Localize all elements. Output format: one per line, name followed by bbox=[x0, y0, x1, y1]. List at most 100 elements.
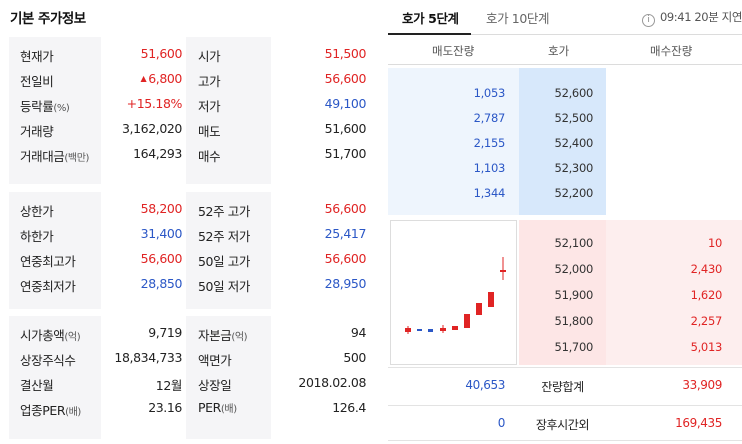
ask-volume: 2,787 bbox=[473, 111, 506, 125]
value: ▲ 6,800 bbox=[140, 71, 182, 86]
candle-body bbox=[452, 326, 458, 330]
value-text: 18,834,733 bbox=[114, 350, 182, 365]
header-buy-volume: 매수잔량 bbox=[650, 44, 693, 58]
label: 52주 고가 bbox=[198, 201, 250, 220]
active-tab-indicator bbox=[388, 33, 471, 35]
bid-row[interactable]: 52,000 2,430 bbox=[388, 258, 742, 283]
label: PER(배) bbox=[198, 400, 237, 415]
label-text: 연중최저가 bbox=[20, 279, 76, 294]
value-text: 56,600 bbox=[140, 251, 183, 266]
label-text: 상한가 bbox=[20, 204, 54, 219]
value: 9,719 bbox=[148, 325, 182, 340]
bid-row[interactable]: 52,100 10 bbox=[388, 232, 742, 257]
label-text: 연중최고가 bbox=[20, 254, 76, 269]
after-hours-row: 0 장후시간외 169,435 bbox=[388, 405, 742, 441]
value: 164,293 bbox=[133, 146, 182, 161]
label-text: 저가 bbox=[198, 99, 221, 114]
value-text: 23.16 bbox=[148, 400, 182, 415]
value: 2018.02.08 bbox=[298, 375, 366, 390]
value-text: 51,600 bbox=[140, 46, 183, 61]
total-remaining-row: 40,653 잔량합계 33,909 bbox=[388, 367, 742, 404]
label: 시가총액(억) bbox=[20, 325, 81, 344]
range-section: 상한가 58,200 52주 고가 56,600 하한가 31,400 52주 저가 25,4… bbox=[9, 192, 369, 309]
value-column-1 bbox=[101, 316, 186, 439]
bid-volume: 10 bbox=[707, 236, 722, 250]
ask-row[interactable]: 2,787 52,500 bbox=[388, 107, 742, 132]
info-row: 연중최저가 28,850 50일 저가 28,950 bbox=[9, 272, 369, 297]
label: 액면가 bbox=[198, 350, 232, 369]
label: 연중최저가 bbox=[20, 276, 76, 295]
bid-price: 52,000 bbox=[554, 262, 594, 276]
candle-body bbox=[428, 329, 433, 332]
candle-body bbox=[476, 303, 482, 315]
header-sell-volume: 매도잔량 bbox=[432, 44, 475, 58]
value: 56,600 bbox=[324, 71, 367, 86]
label-text: 현재가 bbox=[20, 49, 54, 64]
label: 상한가 bbox=[20, 201, 54, 220]
ask-row[interactable]: 2,155 52,400 bbox=[388, 132, 742, 157]
value: 12월 bbox=[156, 375, 183, 394]
label-text: 거래량 bbox=[20, 124, 54, 139]
label-text: 업종PER bbox=[20, 403, 66, 418]
header-price: 호가 bbox=[548, 44, 570, 58]
value: 58,200 bbox=[141, 201, 183, 216]
label-text: 하한가 bbox=[20, 229, 54, 244]
value-column-1 bbox=[101, 192, 186, 309]
label-text: 액면가 bbox=[198, 353, 232, 368]
info-icon[interactable]: i bbox=[641, 14, 655, 27]
ask-row[interactable]: 1,103 52,300 bbox=[388, 157, 742, 182]
total-buy-volume: 33,909 bbox=[682, 378, 722, 392]
tab-5-levels[interactable]: 호가 5단계 bbox=[402, 11, 459, 26]
orderbook-tabs: 호가 5단계 호가 10단계 i 09:41 20분 지연 bbox=[388, 0, 742, 35]
label: 하한가 bbox=[20, 226, 54, 245]
value: 51,600 bbox=[324, 121, 367, 136]
bid-row[interactable]: 51,700 5,013 bbox=[388, 336, 742, 361]
label-text: 50일 고가 bbox=[198, 254, 250, 269]
bid-row[interactable]: 51,800 2,257 bbox=[388, 310, 742, 335]
label-text: 자본금 bbox=[198, 328, 232, 343]
bid-row[interactable]: 51,900 1,620 bbox=[388, 284, 742, 309]
candle-body bbox=[440, 328, 446, 331]
label-text: 매도 bbox=[198, 124, 221, 139]
ask-row[interactable]: 1,053 52,600 bbox=[388, 82, 742, 107]
label-text: 50일 저가 bbox=[198, 279, 250, 294]
mini-chart-svg bbox=[405, 257, 506, 334]
value-text: 31,400 bbox=[140, 226, 183, 241]
label: 거래대금(백만) bbox=[20, 146, 89, 165]
label: 전일비 bbox=[20, 71, 54, 90]
ask-volume-area bbox=[388, 68, 519, 215]
label-text: 전일비 bbox=[20, 74, 54, 89]
info-row: 시가총액(억) 9,719 자본금(억) 94 bbox=[9, 321, 369, 346]
price-section: 현재가 51,600 시가 51,500 전일비 ▲ 6,800 고가 56,600 등락률(%)… bbox=[9, 37, 369, 184]
label-unit: (억) bbox=[231, 332, 248, 343]
candle-body bbox=[464, 314, 470, 328]
ask-volume: 1,344 bbox=[473, 186, 506, 200]
ask-row[interactable]: 1,344 52,200 bbox=[388, 182, 742, 207]
info-row: 전일비 ▲ 6,800 고가 56,600 bbox=[9, 67, 369, 92]
value: 51,600 bbox=[140, 46, 183, 61]
label-unit: (배) bbox=[220, 404, 237, 415]
info-row: 상장주식수 18,834,733 액면가 500 bbox=[9, 346, 369, 371]
label: 연중최고가 bbox=[20, 251, 76, 270]
tab-10-levels[interactable]: 호가 10단계 bbox=[486, 11, 550, 26]
bid-volume: 1,620 bbox=[690, 288, 723, 302]
value-text: 3,162,020 bbox=[121, 121, 182, 136]
value-column-2 bbox=[271, 192, 369, 309]
value-text: 28,850 bbox=[140, 276, 183, 291]
label: 50일 저가 bbox=[198, 276, 250, 295]
label-text: PER bbox=[198, 400, 221, 415]
candle-body bbox=[488, 292, 494, 307]
value-text: 164,293 bbox=[133, 146, 182, 161]
value: 3,162,020 bbox=[122, 121, 182, 136]
ask-price: 52,600 bbox=[554, 86, 594, 100]
label: 매수 bbox=[198, 146, 221, 165]
ask-volume: 1,103 bbox=[473, 161, 506, 175]
label: 매도 bbox=[198, 121, 221, 140]
value: 56,600 bbox=[324, 201, 367, 216]
label-text: 거래대금 bbox=[20, 149, 65, 164]
label-text: 상장일 bbox=[198, 378, 232, 393]
label: 저가 bbox=[198, 96, 221, 115]
label-unit: (억) bbox=[64, 332, 81, 343]
value: 51,700 bbox=[324, 146, 367, 161]
label-unit: (배) bbox=[65, 407, 81, 418]
